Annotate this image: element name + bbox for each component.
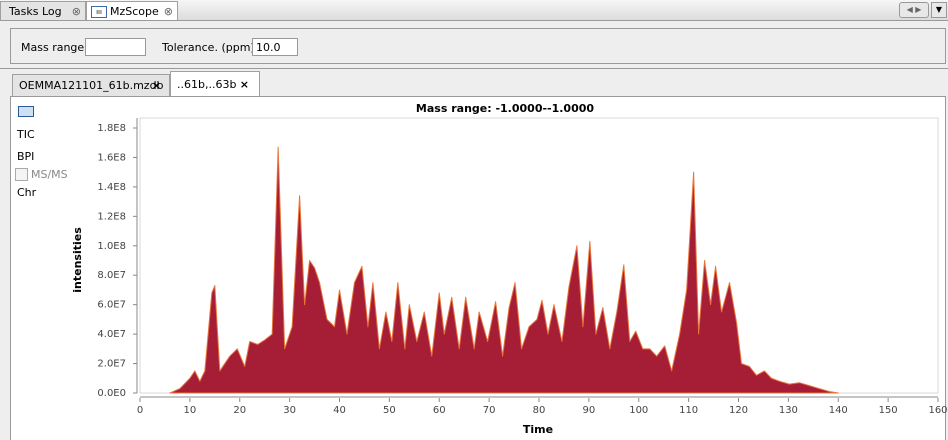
x-tick-label: 60 bbox=[433, 405, 446, 416]
close-icon[interactable]: ⊗ bbox=[71, 5, 81, 18]
area bbox=[169, 146, 839, 394]
y-tick-label: 1.2E8 bbox=[97, 211, 126, 222]
app-tab[interactable]: Tasks Log ⊗ bbox=[0, 1, 86, 20]
x-tick-label: 90 bbox=[583, 405, 596, 416]
toolbar bbox=[10, 28, 946, 64]
y-tick-label: 8.0E7 bbox=[97, 270, 126, 281]
x-tick-label: 120 bbox=[729, 405, 748, 416]
mass-range-label: Mass range: bbox=[21, 41, 88, 54]
tolerance-label: Tolerance. (ppm): bbox=[162, 41, 259, 54]
menu-button[interactable]: ▼ bbox=[931, 2, 947, 18]
y-tick-label: 1.0E8 bbox=[97, 241, 126, 252]
close-icon[interactable]: ⊗ bbox=[163, 5, 173, 18]
scroll-buttons[interactable]: ◀ ▶ bbox=[899, 2, 929, 18]
y-tick-label: 2.0E7 bbox=[97, 359, 126, 370]
mass-range-input[interactable] bbox=[85, 38, 146, 56]
x-tick-label: 50 bbox=[383, 405, 396, 416]
x-tick-label: 150 bbox=[879, 405, 898, 416]
tab-label: ..61b,..63b bbox=[177, 78, 237, 91]
y-tick-label: 4.0E7 bbox=[97, 329, 126, 340]
x-tick-label: 40 bbox=[333, 405, 346, 416]
x-tick-label: 10 bbox=[184, 405, 197, 416]
menu-item[interactable]: TIC bbox=[17, 128, 35, 141]
y-tick-label: 6.0E7 bbox=[97, 300, 126, 311]
tab-label: Tasks Log bbox=[9, 5, 62, 18]
separator bbox=[0, 68, 948, 69]
menu-item[interactable]: Chr bbox=[17, 186, 37, 199]
x-tick-label: 30 bbox=[283, 405, 296, 416]
x-tick-label: 130 bbox=[779, 405, 798, 416]
app-tab-bar bbox=[0, 0, 948, 21]
x-tick-label: 160 bbox=[928, 405, 947, 416]
y-tick-label: 1.8E8 bbox=[97, 123, 126, 134]
tab-label: OEMMA121101_61b.mzdb bbox=[19, 79, 164, 92]
x-axis-label: Time bbox=[523, 423, 553, 436]
y-tick-label: 1.6E8 bbox=[97, 152, 126, 163]
y-axis-label: intensities bbox=[71, 227, 84, 293]
close-icon[interactable]: × bbox=[239, 78, 249, 91]
tolerance-input[interactable] bbox=[252, 38, 298, 56]
tab-label: MzScope bbox=[110, 5, 159, 18]
x-tick-label: 0 bbox=[137, 405, 143, 416]
close-icon[interactable]: × bbox=[151, 79, 161, 92]
y-tick-label: 0.0E0 bbox=[97, 388, 126, 399]
y-tick-label: 1.4E8 bbox=[97, 182, 126, 193]
checkbox-label: MS/MS bbox=[31, 168, 68, 181]
app-tab[interactable]: ııı MzScope ⊗ bbox=[86, 1, 178, 20]
x-tick-label: 20 bbox=[233, 405, 246, 416]
x-tick-label: 110 bbox=[679, 405, 698, 416]
x-tick-label: 140 bbox=[829, 405, 848, 416]
export-icon[interactable] bbox=[18, 106, 34, 117]
checkbox[interactable] bbox=[15, 168, 28, 181]
document-tab[interactable]: ..61b,..63b × bbox=[170, 71, 260, 97]
document-tab[interactable]: OEMMA121101_61b.mzdb × bbox=[12, 74, 170, 96]
tab-icon: ııı bbox=[91, 6, 107, 18]
x-tick-label: 80 bbox=[533, 405, 546, 416]
x-tick-label: 70 bbox=[483, 405, 496, 416]
x-tick-label: 100 bbox=[629, 405, 648, 416]
menu-item[interactable]: BPI bbox=[17, 150, 35, 163]
chart-title: Mass range: -1.0000--1.0000 bbox=[416, 102, 594, 115]
